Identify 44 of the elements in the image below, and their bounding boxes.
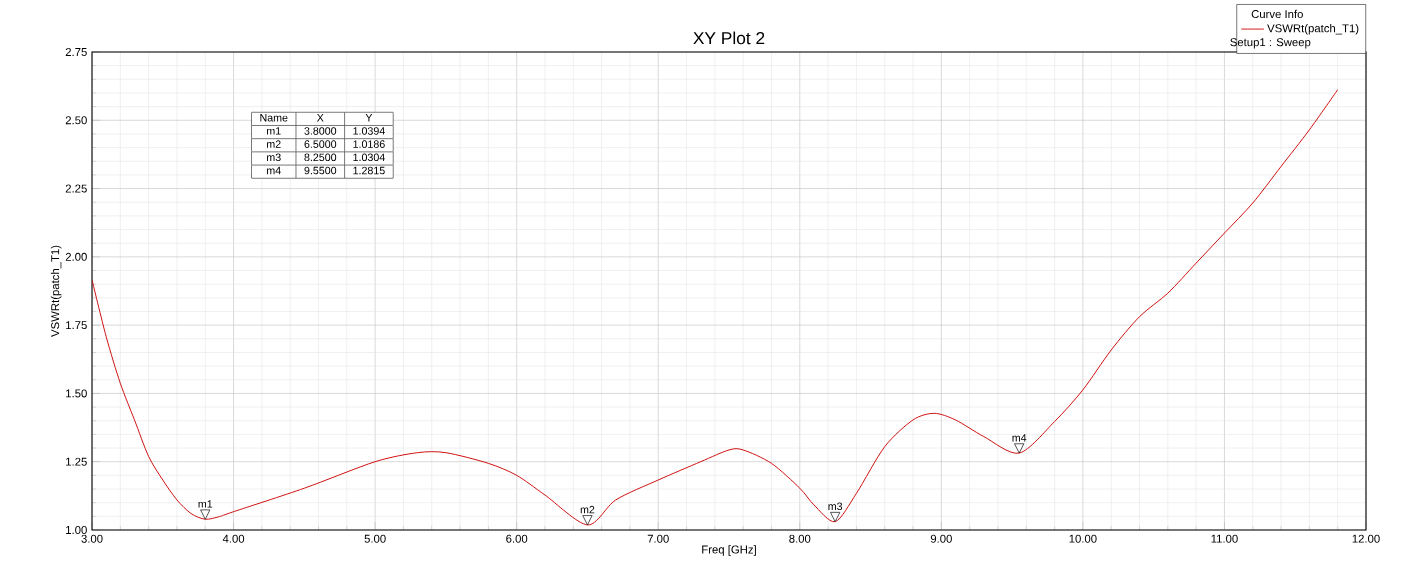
x-tick-label: 8.00 [789,534,811,543]
y-tick-label: 2.50 [65,116,87,125]
annotation: 3.8000 [304,127,337,135]
legend-title: Curve Info [1251,9,1303,19]
y-tick-label: 1.25 [66,457,87,466]
x-tick-label: 10.00 [1069,534,1097,543]
x-tick-label: 6.00 [506,534,528,543]
y-axis-title: VSWRt(patch_T1) [50,245,62,337]
y-tick-label: 1.00 [66,525,87,534]
x-tick-label: 7.00 [647,534,669,543]
y-tick-label: 1.50 [66,389,87,398]
annotation: 1.0304 [353,153,385,162]
annotation: 1.0186 [353,140,385,148]
y-tick-label: 2.75 [65,47,87,56]
annotation: X [316,114,324,122]
annotation: 1.2815 [353,166,385,175]
x-tick-label: 4.00 [222,534,245,543]
x-tick-label: 5.00 [364,534,386,543]
annotation: m4 [267,166,281,175]
y-tick-label: 2.00 [65,252,87,261]
annotation: 9.5500 [304,166,337,175]
annotation: m2 [580,505,595,514]
text: Setup1 : Sweep [1230,38,1311,49]
annotation: Y [365,114,373,122]
annotation: Name [260,114,288,122]
annotation: 8.2500 [304,153,337,162]
x-axis-title: Freq [GHz] [702,545,756,556]
y-tick-label: 2.25 [65,184,87,193]
x-tick-label: 11.00 [1211,534,1238,543]
annotation: 1.0394 [353,127,385,135]
annotation: m3 [267,153,281,162]
x-tick-label: 12.00 [1352,534,1380,543]
annotation: m2 [267,140,281,148]
x-tick-label: 3.00 [81,534,103,543]
annotation: m1 [267,127,281,135]
y-tick-label: 1.75 [66,321,87,330]
annotation: m4 [1012,434,1027,442]
annotation: m3 [828,502,843,511]
x-tick-label: 9.00 [930,534,952,543]
annotation: 6.5000 [304,140,337,148]
annotation: m1 [198,500,213,508]
chart-title: XY Plot 2 [693,31,765,45]
legend-label: VSWRt(patch_T1) [1267,23,1359,35]
line-series [92,89,1339,526]
